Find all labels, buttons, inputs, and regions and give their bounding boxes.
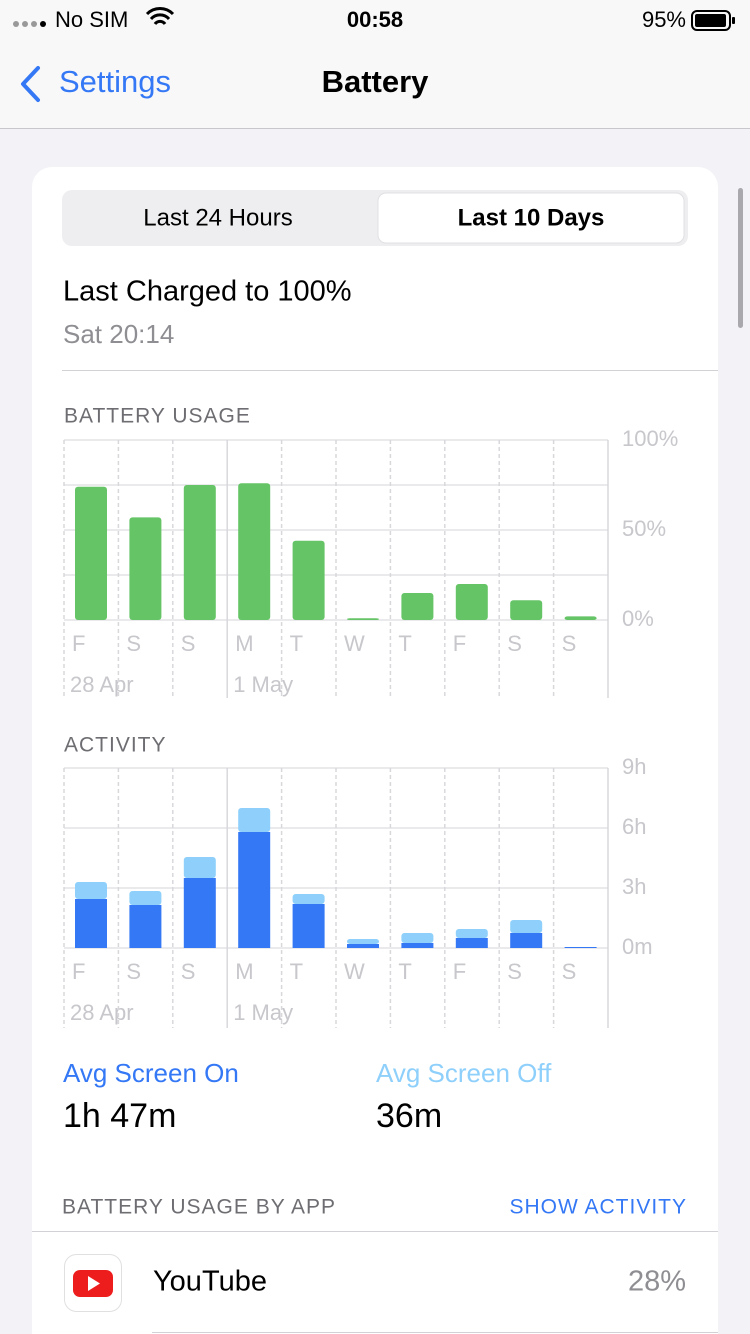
bar-segment bbox=[129, 905, 162, 948]
x-tick-label: F bbox=[72, 959, 85, 984]
x-tick-label: M bbox=[235, 959, 253, 984]
signal bbox=[13, 21, 46, 27]
y-tick-label: 6h bbox=[622, 814, 646, 839]
y-tick-label: 100% bbox=[622, 426, 678, 451]
y-tick-label: 0% bbox=[622, 606, 654, 631]
bar bbox=[129, 517, 162, 620]
y-tick-label: 9h bbox=[622, 754, 646, 779]
scrollbar bbox=[738, 188, 743, 328]
bar bbox=[347, 618, 379, 620]
bar bbox=[510, 600, 543, 620]
bar bbox=[75, 486, 107, 620]
bar-segment bbox=[238, 832, 271, 948]
bar-segment bbox=[401, 943, 434, 948]
battery-icon bbox=[691, 10, 731, 31]
x-tick-label: S bbox=[562, 959, 577, 984]
x-tick-label: M bbox=[235, 631, 253, 656]
bar-segment bbox=[564, 947, 597, 948]
back-chevron[interactable] bbox=[21, 66, 40, 102]
back-button[interactable]: Settings bbox=[59, 64, 171, 99]
bar-segment bbox=[455, 929, 488, 938]
bar-segment bbox=[510, 933, 543, 948]
clock: 00:58 bbox=[347, 7, 403, 32]
avg-value: 36m bbox=[376, 1097, 442, 1135]
x-tick-label: S bbox=[181, 631, 196, 656]
bar-segment bbox=[401, 933, 434, 943]
show-activity[interactable]: SHOW ACTIVITY bbox=[509, 1196, 687, 1219]
date-label: 28 Apr bbox=[70, 1000, 134, 1025]
bar bbox=[292, 540, 325, 620]
bar-segment bbox=[129, 891, 162, 905]
bar-segment bbox=[75, 899, 107, 948]
app-percent: 28% bbox=[628, 1266, 686, 1298]
chart-title: BATTERY USAGE bbox=[64, 405, 251, 428]
x-tick-label: S bbox=[507, 631, 522, 656]
segment-selected bbox=[377, 192, 685, 244]
bar bbox=[401, 593, 434, 620]
y-tick-label: 0m bbox=[622, 934, 653, 959]
bar bbox=[238, 483, 271, 620]
chart-title: ACTIVITY bbox=[64, 734, 167, 757]
last-charged-time: Sat 20:14 bbox=[63, 319, 174, 349]
bar-segment bbox=[510, 920, 543, 933]
charts: BATTERY USAGE 0% 50% 100% F 28 Apr S S M 1 May T W T… bbox=[63, 405, 678, 1028]
x-tick-label: T bbox=[290, 959, 303, 984]
bar-segment bbox=[292, 904, 325, 948]
x-tick-label: S bbox=[126, 631, 141, 656]
bar bbox=[455, 584, 488, 620]
segment-label[interactable]: Last 24 Hours bbox=[143, 204, 292, 231]
date-label: 1 May bbox=[233, 672, 293, 697]
x-tick-label: W bbox=[344, 631, 365, 656]
app-name[interactable]: YouTube bbox=[153, 1266, 267, 1298]
bar-segment bbox=[238, 808, 271, 832]
battery-tip bbox=[732, 17, 735, 24]
x-tick-label: S bbox=[562, 631, 577, 656]
bar-segment bbox=[75, 882, 107, 899]
bar-segment bbox=[347, 939, 379, 944]
date-label: 28 Apr bbox=[70, 672, 134, 697]
date-label: 1 May bbox=[233, 1000, 293, 1025]
avg-label: Avg Screen On bbox=[63, 1058, 239, 1088]
last-charged-title: Last Charged to 100% bbox=[63, 276, 352, 308]
avg-value: 1h 47m bbox=[63, 1097, 176, 1135]
bar-segment bbox=[455, 938, 488, 948]
bar-segment bbox=[347, 944, 379, 948]
avg-label: Avg Screen Off bbox=[376, 1058, 552, 1088]
segment-label[interactable]: Last 10 Days bbox=[458, 204, 605, 231]
x-tick-label: S bbox=[126, 959, 141, 984]
battery-level bbox=[695, 14, 726, 27]
y-tick-label: 50% bbox=[622, 516, 666, 541]
app-icon-triangle bbox=[88, 1276, 100, 1291]
x-tick-label: F bbox=[453, 959, 466, 984]
bar bbox=[183, 485, 216, 620]
card bbox=[32, 167, 718, 1334]
header-bg bbox=[0, 0, 750, 128]
bar bbox=[564, 616, 597, 620]
x-tick-label: S bbox=[181, 959, 196, 984]
bar-segment bbox=[292, 894, 325, 904]
x-tick-label: T bbox=[398, 959, 411, 984]
battery-percent: 95% bbox=[642, 7, 686, 32]
bar-segment bbox=[183, 857, 216, 878]
x-tick-label: S bbox=[507, 959, 522, 984]
x-tick-label: F bbox=[453, 631, 466, 656]
segments: Last 24 Hours Last 10 Days bbox=[143, 192, 685, 244]
x-tick-label: W bbox=[344, 959, 365, 984]
carrier: No SIM bbox=[55, 7, 128, 32]
y-tick-label: 3h bbox=[622, 874, 646, 899]
wifi-icon bbox=[145, 7, 175, 26]
x-tick-label: T bbox=[398, 631, 411, 656]
bar-segment bbox=[183, 878, 216, 948]
nav-title: Battery bbox=[322, 64, 430, 99]
x-tick-label: F bbox=[72, 631, 85, 656]
x-tick-label: T bbox=[290, 631, 303, 656]
section-title: BATTERY USAGE BY APP bbox=[62, 1196, 336, 1219]
